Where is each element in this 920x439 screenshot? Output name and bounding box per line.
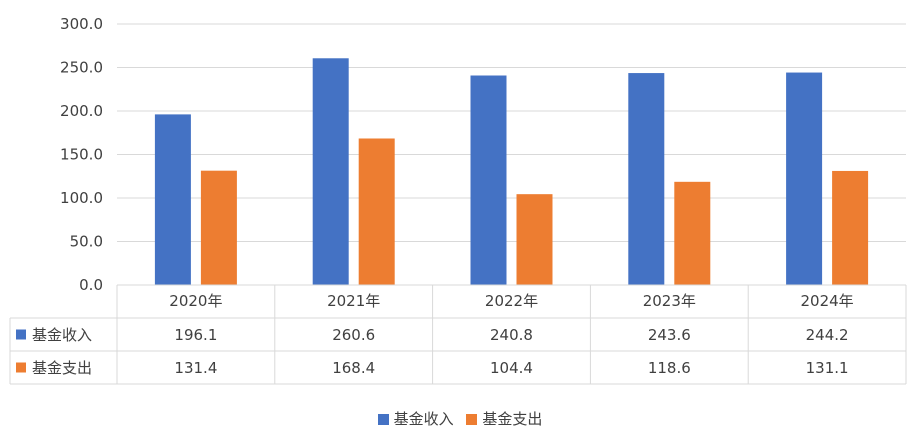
table-value-income: 240.8 — [490, 326, 533, 344]
table-value-expense: 131.4 — [174, 359, 217, 377]
legend-swatch-expense — [466, 414, 478, 425]
bars — [154, 58, 869, 286]
table-value-expense: 131.1 — [806, 359, 849, 377]
y-tick-label: 300.0 — [60, 15, 103, 33]
bar-income — [786, 72, 823, 286]
y-tick-label: 0.0 — [79, 276, 103, 294]
legend-swatch-income — [377, 414, 389, 425]
table-value-expense: 168.4 — [332, 359, 375, 377]
table-series-label-expense: 基金支出 — [32, 359, 92, 377]
legend-label-income: 基金收入 — [393, 410, 454, 428]
table-value-income: 196.1 — [174, 326, 217, 344]
category-label: 2021年 — [327, 292, 380, 310]
table-value-expense: 118.6 — [648, 359, 691, 377]
table-value-income: 260.6 — [332, 326, 375, 344]
table-legend-key-expense — [16, 362, 26, 373]
y-tick-label: 100.0 — [60, 189, 103, 207]
legend-label-expense: 基金支出 — [482, 410, 543, 428]
bar-expense — [358, 138, 395, 285]
bar-income — [470, 75, 507, 285]
y-axis-tick-labels: 0.0 50.0 100.0 150.0 200.0 250.0 300.0 — [60, 15, 103, 294]
y-tick-label: 200.0 — [60, 102, 103, 120]
category-label: 2022年 — [485, 292, 538, 310]
y-tick-label: 150.0 — [60, 146, 103, 164]
table-series-label-income: 基金收入 — [32, 326, 92, 344]
table-value-income: 243.6 — [648, 326, 691, 344]
bar-income — [154, 114, 191, 285]
bar-expense — [200, 170, 237, 285]
table-legend-key-income — [16, 329, 26, 340]
bar-expense — [832, 170, 869, 285]
bar-income — [312, 58, 349, 285]
legend-item-expense: 基金支出 — [466, 408, 542, 429]
table-value-income: 244.2 — [806, 326, 849, 344]
bar-expense — [516, 194, 553, 285]
y-tick-label: 250.0 — [60, 59, 103, 77]
category-label: 2024年 — [801, 292, 854, 310]
y-tick-label: 50.0 — [70, 233, 103, 251]
gridlines — [117, 23, 906, 242]
legend-item-income: 基金收入 — [377, 408, 454, 429]
table-value-expense: 104.4 — [490, 359, 533, 377]
bar-income — [628, 73, 665, 286]
category-label: 2020年 — [169, 292, 222, 310]
category-label: 2023年 — [643, 292, 696, 310]
bar-expense — [674, 181, 711, 285]
legend: 基金收入 基金支出 — [0, 408, 920, 429]
